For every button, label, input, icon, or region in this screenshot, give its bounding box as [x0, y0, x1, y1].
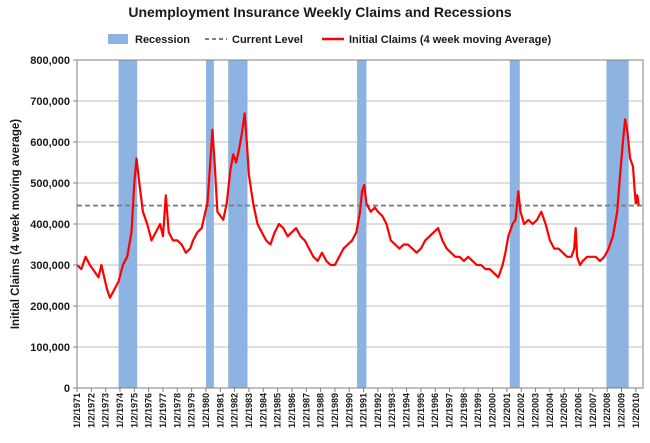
x-tick-label: 1/2/1996 — [430, 393, 440, 428]
y-tick-label: 400,000 — [30, 219, 70, 231]
x-tick-label: 1/2/2002 — [516, 393, 526, 428]
recession-band — [118, 60, 138, 388]
x-tick-label: 1/2/2005 — [559, 393, 569, 428]
x-tick-label: 1/2/1986 — [287, 393, 297, 428]
x-tick-label: 1/2/1972 — [86, 393, 96, 428]
legend-recession-swatch — [108, 34, 128, 44]
chart-title: Unemployment Insurance Weekly Claims and… — [128, 4, 512, 20]
y-tick-label: 200,000 — [30, 301, 70, 313]
x-tick-label: 1/2/1995 — [416, 393, 426, 428]
x-tick-label: 1/2/2000 — [488, 393, 498, 428]
y-tick-label: 300,000 — [30, 260, 70, 272]
x-tick-label: 1/2/1990 — [344, 393, 354, 428]
recession-band — [509, 60, 520, 388]
x-tick-label: 1/2/1981 — [215, 393, 225, 428]
x-tick-label: 1/2/2004 — [545, 393, 555, 428]
x-tick-label: 1/2/1987 — [301, 393, 311, 428]
x-tick-label: 1/2/1976 — [144, 393, 154, 428]
x-tick-label: 1/2/1984 — [258, 393, 268, 428]
x-tick-label: 1/2/1975 — [129, 393, 139, 428]
x-tick-label: 1/2/1978 — [172, 393, 182, 428]
x-tick-label: 1/2/1977 — [158, 393, 168, 428]
y-tick-label: 0 — [64, 383, 70, 395]
recession-band — [606, 60, 629, 388]
y-axis-ticks: 0 100,000 200,000 300,000 400,000 500,000 600,… — [30, 55, 77, 395]
claims-series — [76, 112, 640, 299]
x-tick-label: 1/2/1988 — [316, 393, 326, 428]
x-tick-label: 1/2/1994 — [402, 393, 412, 428]
y-tick-label: 600,000 — [30, 137, 70, 149]
recession-band — [357, 60, 367, 388]
x-tick-label: 1/2/1980 — [201, 393, 211, 428]
x-tick-label: 1/2/1982 — [230, 393, 240, 428]
x-axis-ticks: 1/2/1971 1/2/1972 1/2/1973 1/2/1974 1/2/1975… — [72, 388, 641, 428]
x-tick-label: 1/2/1983 — [244, 393, 254, 428]
x-tick-label: 1/2/1974 — [115, 393, 125, 428]
y-tick-label: 100,000 — [30, 342, 70, 354]
recession-band — [205, 60, 214, 388]
x-tick-label: 1/2/2003 — [531, 393, 541, 428]
recession-band — [228, 60, 248, 388]
x-tick-label: 1/2/1985 — [273, 393, 283, 428]
x-tick-label: 1/2/1989 — [330, 393, 340, 428]
y-axis-label: Initial Claims (4 week moving average) — [10, 119, 22, 329]
x-tick-label: 1/2/1997 — [445, 393, 455, 428]
x-tick-label: 1/2/2009 — [617, 393, 627, 428]
x-tick-label: 1/2/2006 — [574, 393, 584, 428]
y-tick-label: 700,000 — [30, 96, 70, 108]
legend-label: Current Level — [232, 34, 303, 46]
initial-claims-line — [76, 112, 640, 299]
x-tick-label: 1/2/2008 — [602, 393, 612, 428]
x-tick-label: 1/2/2010 — [631, 393, 641, 428]
x-tick-label: 1/2/1992 — [373, 393, 383, 428]
legend: Recession Current Level Initial Claims (4 … — [108, 34, 551, 46]
x-tick-label: 1/2/1991 — [359, 393, 369, 428]
legend-label: Recession — [135, 34, 190, 46]
x-tick-label: 1/2/2007 — [588, 393, 598, 428]
x-tick-label: 1/2/1979 — [187, 393, 197, 428]
x-tick-label: 1/2/1973 — [101, 393, 111, 428]
y-tick-label: 500,000 — [30, 178, 70, 190]
legend-label: Initial Claims (4 week moving Average) — [349, 34, 551, 46]
y-tick-label: 800,000 — [30, 55, 70, 67]
x-tick-label: 1/2/1998 — [459, 393, 469, 428]
x-tick-label: 1/2/1993 — [387, 393, 397, 428]
x-tick-label: 1/2/1999 — [473, 393, 483, 428]
x-tick-label: 1/2/2001 — [502, 393, 512, 428]
x-tick-label: 1/2/1971 — [72, 393, 82, 428]
